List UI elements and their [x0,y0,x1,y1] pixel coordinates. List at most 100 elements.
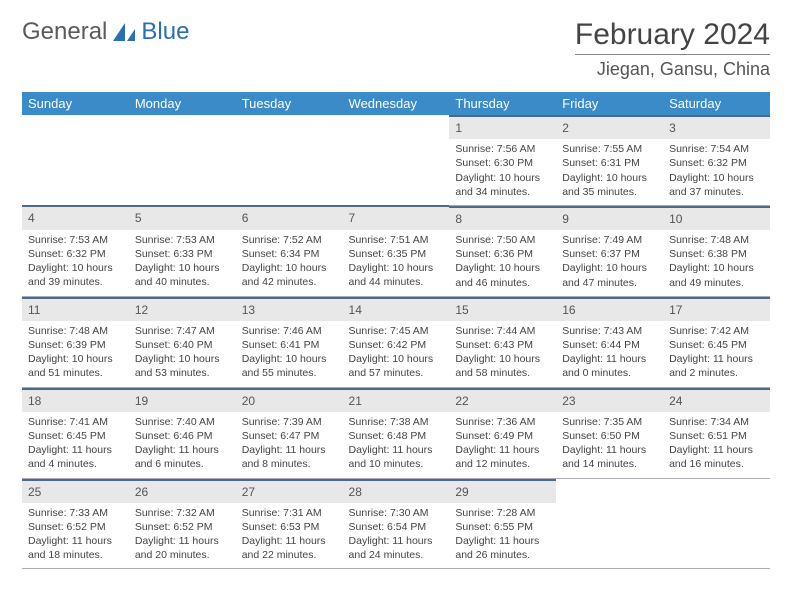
day-details: Sunrise: 7:52 AMSunset: 6:34 PMDaylight:… [236,230,343,296]
calendar-day-cell [129,115,236,205]
calendar-table: SundayMondayTuesdayWednesdayThursdayFrid… [22,92,770,569]
day-number: 7 [343,205,450,229]
title-block: February 2024 Jiegan, Gansu, China [575,18,770,80]
day-details: Sunrise: 7:47 AMSunset: 6:40 PMDaylight:… [129,321,236,387]
day-details: Sunrise: 7:56 AMSunset: 6:30 PMDaylight:… [449,139,556,205]
day-number: 19 [129,388,236,412]
day-number: 11 [22,297,129,321]
calendar-day-cell: 27Sunrise: 7:31 AMSunset: 6:53 PMDayligh… [236,478,343,569]
day-number: 14 [343,297,450,321]
month-title: February 2024 [575,18,770,52]
day-details: Sunrise: 7:28 AMSunset: 6:55 PMDaylight:… [449,503,556,569]
weekday-header: Friday [556,92,663,115]
day-number: 29 [449,479,556,503]
calendar-day-cell: 4Sunrise: 7:53 AMSunset: 6:32 PMDaylight… [22,205,129,296]
calendar-day-cell: 8Sunrise: 7:50 AMSunset: 6:36 PMDaylight… [449,205,556,296]
calendar-day-cell [343,115,450,205]
calendar-day-cell: 23Sunrise: 7:35 AMSunset: 6:50 PMDayligh… [556,387,663,478]
logo-text-1: General [22,18,107,46]
day-details: Sunrise: 7:39 AMSunset: 6:47 PMDaylight:… [236,412,343,478]
day-details: Sunrise: 7:53 AMSunset: 6:33 PMDaylight:… [129,230,236,296]
day-number: 12 [129,297,236,321]
day-details: Sunrise: 7:33 AMSunset: 6:52 PMDaylight:… [22,503,129,569]
weekday-header: Wednesday [343,92,450,115]
day-number: 20 [236,388,343,412]
day-number: 10 [663,206,770,230]
calendar-day-cell: 22Sunrise: 7:36 AMSunset: 6:49 PMDayligh… [449,387,556,478]
calendar-day-cell: 21Sunrise: 7:38 AMSunset: 6:48 PMDayligh… [343,387,450,478]
day-number: 22 [449,388,556,412]
day-number: 24 [663,388,770,412]
day-details: Sunrise: 7:48 AMSunset: 6:38 PMDaylight:… [663,230,770,296]
calendar-day-cell: 26Sunrise: 7:32 AMSunset: 6:52 PMDayligh… [129,478,236,569]
calendar-day-cell: 1Sunrise: 7:56 AMSunset: 6:30 PMDaylight… [449,115,556,205]
day-details: Sunrise: 7:53 AMSunset: 6:32 PMDaylight:… [22,230,129,296]
day-details: Sunrise: 7:49 AMSunset: 6:37 PMDaylight:… [556,230,663,296]
calendar-day-cell: 20Sunrise: 7:39 AMSunset: 6:47 PMDayligh… [236,387,343,478]
day-number: 18 [22,388,129,412]
calendar-day-cell: 5Sunrise: 7:53 AMSunset: 6:33 PMDaylight… [129,205,236,296]
logo-sail-icon [111,21,137,43]
day-details: Sunrise: 7:50 AMSunset: 6:36 PMDaylight:… [449,230,556,296]
calendar-day-cell: 10Sunrise: 7:48 AMSunset: 6:38 PMDayligh… [663,205,770,296]
day-details: Sunrise: 7:41 AMSunset: 6:45 PMDaylight:… [22,412,129,478]
day-details: Sunrise: 7:42 AMSunset: 6:45 PMDaylight:… [663,321,770,387]
calendar-day-cell [663,478,770,569]
day-number: 6 [236,205,343,229]
calendar-day-cell: 24Sunrise: 7:34 AMSunset: 6:51 PMDayligh… [663,387,770,478]
day-number: 27 [236,479,343,503]
calendar-day-cell [22,115,129,205]
calendar-day-cell: 9Sunrise: 7:49 AMSunset: 6:37 PMDaylight… [556,205,663,296]
weekday-header: Thursday [449,92,556,115]
day-details: Sunrise: 7:30 AMSunset: 6:54 PMDaylight:… [343,503,450,569]
calendar-day-cell [236,115,343,205]
weekday-header: Monday [129,92,236,115]
calendar-day-cell: 25Sunrise: 7:33 AMSunset: 6:52 PMDayligh… [22,478,129,569]
location: Jiegan, Gansu, China [575,54,770,80]
day-number: 21 [343,388,450,412]
calendar-day-cell: 3Sunrise: 7:54 AMSunset: 6:32 PMDaylight… [663,115,770,205]
day-details: Sunrise: 7:31 AMSunset: 6:53 PMDaylight:… [236,503,343,569]
day-number: 13 [236,297,343,321]
day-details: Sunrise: 7:43 AMSunset: 6:44 PMDaylight:… [556,321,663,387]
calendar-week-row: 25Sunrise: 7:33 AMSunset: 6:52 PMDayligh… [22,478,770,569]
calendar-day-cell: 28Sunrise: 7:30 AMSunset: 6:54 PMDayligh… [343,478,450,569]
logo: General Blue [22,18,189,46]
day-number: 17 [663,297,770,321]
day-details: Sunrise: 7:51 AMSunset: 6:35 PMDaylight:… [343,230,450,296]
day-details: Sunrise: 7:44 AMSunset: 6:43 PMDaylight:… [449,321,556,387]
day-number: 2 [556,115,663,139]
day-details: Sunrise: 7:46 AMSunset: 6:41 PMDaylight:… [236,321,343,387]
day-number: 25 [22,479,129,503]
calendar-week-row: 11Sunrise: 7:48 AMSunset: 6:39 PMDayligh… [22,296,770,387]
calendar-day-cell [556,478,663,569]
day-details: Sunrise: 7:36 AMSunset: 6:49 PMDaylight:… [449,412,556,478]
weekday-header: Tuesday [236,92,343,115]
day-details: Sunrise: 7:32 AMSunset: 6:52 PMDaylight:… [129,503,236,569]
calendar-header-row: SundayMondayTuesdayWednesdayThursdayFrid… [22,92,770,115]
calendar-day-cell: 13Sunrise: 7:46 AMSunset: 6:41 PMDayligh… [236,296,343,387]
calendar-body: 1Sunrise: 7:56 AMSunset: 6:30 PMDaylight… [22,115,770,569]
day-details: Sunrise: 7:48 AMSunset: 6:39 PMDaylight:… [22,321,129,387]
calendar-day-cell: 16Sunrise: 7:43 AMSunset: 6:44 PMDayligh… [556,296,663,387]
calendar-week-row: 18Sunrise: 7:41 AMSunset: 6:45 PMDayligh… [22,387,770,478]
day-number: 8 [449,206,556,230]
day-number: 26 [129,479,236,503]
logo-text-2: Blue [141,18,189,46]
day-details: Sunrise: 7:38 AMSunset: 6:48 PMDaylight:… [343,412,450,478]
day-number: 5 [129,205,236,229]
day-number: 3 [663,115,770,139]
day-number: 9 [556,206,663,230]
calendar-day-cell: 29Sunrise: 7:28 AMSunset: 6:55 PMDayligh… [449,478,556,569]
calendar-day-cell: 2Sunrise: 7:55 AMSunset: 6:31 PMDaylight… [556,115,663,205]
calendar-week-row: 4Sunrise: 7:53 AMSunset: 6:32 PMDaylight… [22,205,770,296]
weekday-header: Sunday [22,92,129,115]
calendar-day-cell: 14Sunrise: 7:45 AMSunset: 6:42 PMDayligh… [343,296,450,387]
calendar-day-cell: 15Sunrise: 7:44 AMSunset: 6:43 PMDayligh… [449,296,556,387]
day-details: Sunrise: 7:35 AMSunset: 6:50 PMDaylight:… [556,412,663,478]
page-header: General Blue February 2024 Jiegan, Gansu… [22,18,770,80]
day-number: 23 [556,388,663,412]
calendar-day-cell: 12Sunrise: 7:47 AMSunset: 6:40 PMDayligh… [129,296,236,387]
calendar-week-row: 1Sunrise: 7:56 AMSunset: 6:30 PMDaylight… [22,115,770,205]
day-details: Sunrise: 7:45 AMSunset: 6:42 PMDaylight:… [343,321,450,387]
